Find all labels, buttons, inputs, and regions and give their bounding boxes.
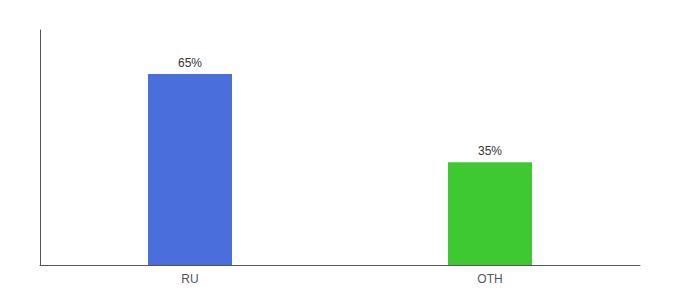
svg-text:OTH: OTH (477, 272, 502, 286)
svg-text:65%: 65% (178, 56, 202, 70)
svg-text:RU: RU (181, 272, 198, 286)
svg-text:35%: 35% (478, 144, 502, 158)
